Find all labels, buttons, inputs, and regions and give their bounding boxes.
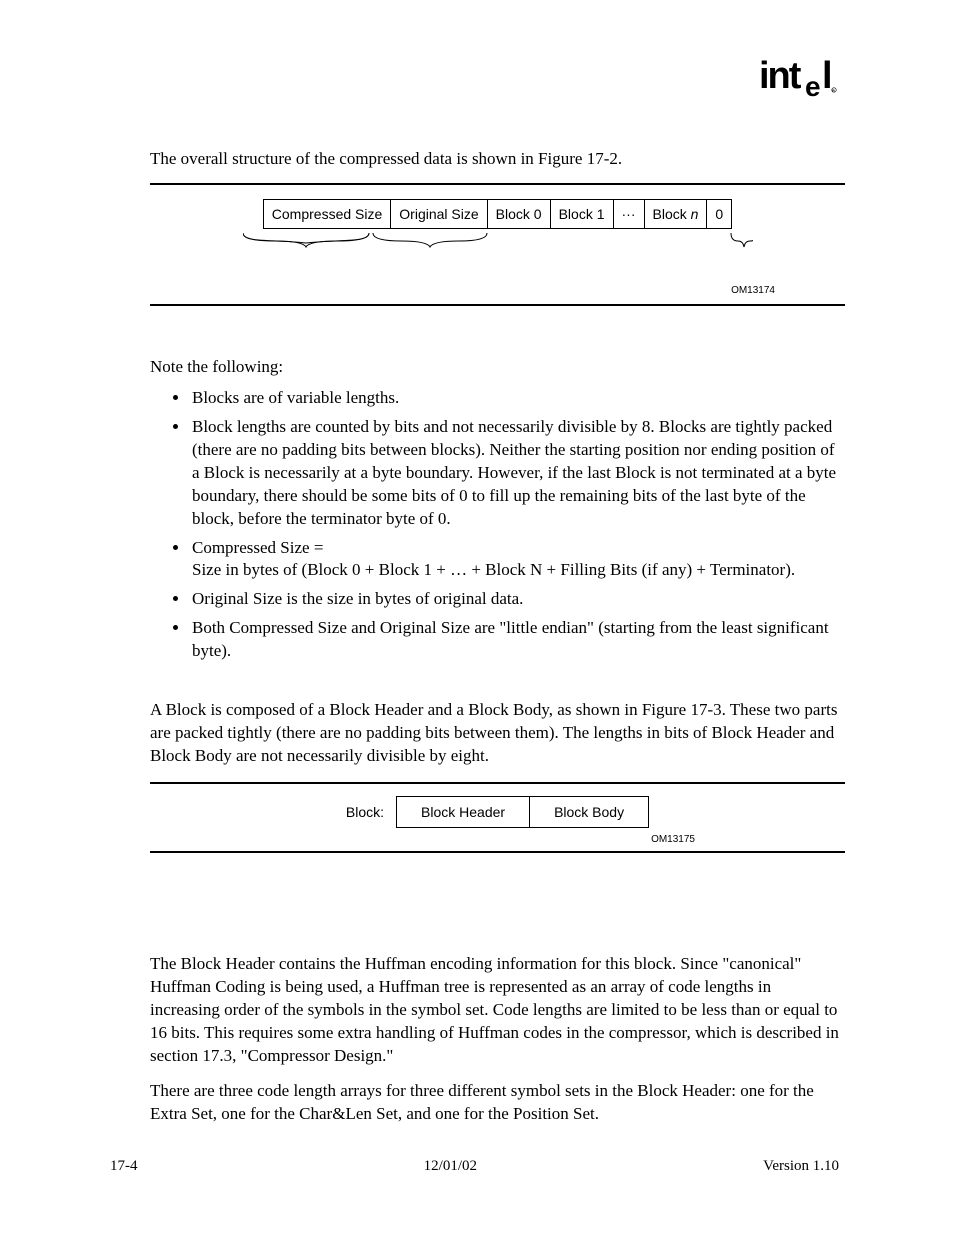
after-para-2: There are three code length arrays for t… xyxy=(150,1080,845,1126)
figure1-code: OM13174 xyxy=(150,257,845,296)
figure1-braces xyxy=(243,231,753,257)
footer-date: 12/01/02 xyxy=(424,1158,477,1175)
note-item: Both Compressed Size and Original Size a… xyxy=(190,617,845,663)
page-footer: 17-4 12/01/02 Version 1.10 xyxy=(110,1158,839,1175)
note-item: Block lengths are counted by bits and no… xyxy=(190,416,845,531)
figure-17-3: Block: Block Header Block Body OM13175 xyxy=(150,782,845,853)
block-section: A Block is composed of a Block Header an… xyxy=(150,699,845,853)
svg-text:l: l xyxy=(822,58,831,97)
block-paragraph: A Block is composed of a Block Header an… xyxy=(150,699,845,768)
figure-17-2: Compressed Size Original Size Block 0 Bl… xyxy=(150,183,845,306)
svg-text:e: e xyxy=(805,71,820,100)
fig1-cell: Original Size xyxy=(391,199,487,228)
svg-text:int: int xyxy=(759,58,802,97)
fig1-cell: 0 xyxy=(707,199,732,228)
fig1-cell: Block n xyxy=(644,199,707,228)
notes-heading: Note the following: xyxy=(150,356,845,379)
fig1-cell: ··· xyxy=(613,199,644,228)
intro-paragraph: The overall structure of the compressed … xyxy=(150,148,845,171)
note-item: Original Size is the size in bytes of or… xyxy=(190,588,845,611)
footer-version: Version 1.10 xyxy=(763,1158,839,1175)
notes-list: Blocks are of variable lengths. Block le… xyxy=(150,387,845,663)
page: int e l R The overall structure of the c… xyxy=(0,0,954,1235)
figure2-label: Block: xyxy=(346,804,384,820)
after-para-1: The Block Header contains the Huffman en… xyxy=(150,953,845,1068)
fig2-cell: Block Body xyxy=(530,797,649,828)
fig1-cell: Block 1 xyxy=(550,199,613,228)
intel-logo: int e l R xyxy=(759,58,839,110)
fig1-cell: Block 0 xyxy=(487,199,550,228)
after-figure2: The Block Header contains the Huffman en… xyxy=(150,953,845,1126)
figure2-table: Block Header Block Body xyxy=(396,796,649,828)
content-area: The overall structure of the compressed … xyxy=(150,148,845,1134)
figure1-table: Compressed Size Original Size Block 0 Bl… xyxy=(263,199,732,229)
footer-page-num: 17-4 xyxy=(110,1158,138,1175)
fig1-cell: Compressed Size xyxy=(263,199,391,228)
note-item: Blocks are of variable lengths. xyxy=(190,387,845,410)
fig2-cell: Block Header xyxy=(397,797,530,828)
note-item: Compressed Size = Size in bytes of (Bloc… xyxy=(190,537,845,583)
figure2-code: OM13175 xyxy=(150,828,845,845)
